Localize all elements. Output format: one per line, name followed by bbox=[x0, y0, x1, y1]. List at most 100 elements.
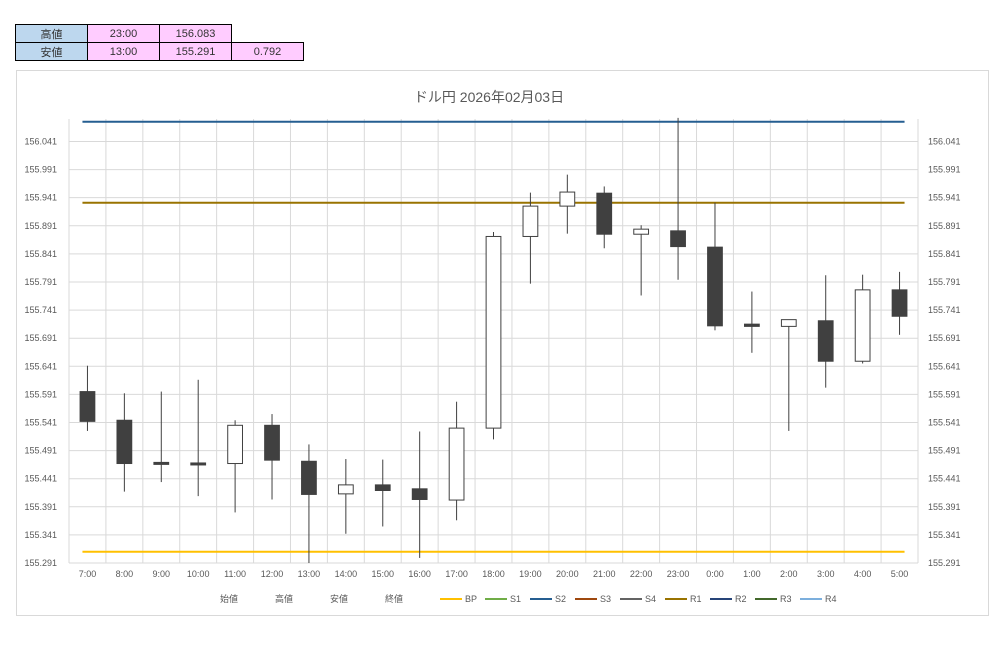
x-tick-label: 11:00 bbox=[224, 569, 246, 579]
range-value: 0.792 bbox=[231, 42, 304, 61]
x-tick-label: 15:00 bbox=[371, 569, 394, 579]
y-tick-label-left: 155.441 bbox=[24, 474, 57, 484]
y-tick-label-left: 155.791 bbox=[24, 277, 57, 287]
y-tick-label-left: 155.641 bbox=[24, 361, 57, 371]
candle-body bbox=[817, 320, 834, 362]
candlestick-chart: ドル円 2026年02月03日 156.041 156.041 155.991 155… bbox=[24, 89, 961, 604]
candle-body bbox=[485, 235, 502, 429]
y-tick-label-right: 155.891 bbox=[928, 221, 961, 231]
candle-body bbox=[411, 488, 428, 500]
legend-label: R2 bbox=[735, 594, 747, 604]
candle-body bbox=[79, 391, 96, 422]
candle-body bbox=[264, 424, 280, 461]
candle-body bbox=[448, 427, 465, 501]
low-label: 安値 bbox=[15, 42, 88, 61]
legend-label: 始値 bbox=[220, 593, 238, 604]
x-tick-label: 18:00 bbox=[482, 569, 505, 579]
legend-label: R3 bbox=[780, 594, 792, 604]
high-value: 156.083 bbox=[159, 24, 232, 43]
candle-body bbox=[522, 205, 539, 237]
chart-area[interactable]: ドル円 2026年02月03日 156.041 156.041 155.991 155… bbox=[16, 70, 989, 616]
candle-body bbox=[374, 484, 391, 491]
high-low-summary: 高値 23:00 156.083 安値 13:00 155.291 0.792 bbox=[15, 24, 304, 61]
y-tick-label-right: 155.991 bbox=[928, 165, 961, 175]
candle-body bbox=[153, 461, 170, 465]
x-tick-label: 9:00 bbox=[153, 569, 171, 579]
x-tick-label: 21:00 bbox=[593, 569, 616, 579]
y-tick-label-right: 155.791 bbox=[928, 277, 961, 287]
low-value: 155.291 bbox=[159, 42, 232, 61]
y-tick-label-right: 155.441 bbox=[928, 474, 961, 484]
legend-label: BP bbox=[465, 594, 477, 604]
y-tick-label-right: 155.291 bbox=[928, 558, 961, 568]
y-tick-label-right: 155.491 bbox=[928, 446, 961, 456]
high-time: 23:00 bbox=[87, 24, 160, 43]
y-tick-label-right: 155.691 bbox=[928, 333, 961, 343]
x-tick-label: 2:00 bbox=[780, 569, 798, 579]
y-tick-label-left: 155.941 bbox=[24, 193, 57, 203]
candle-body bbox=[559, 191, 576, 207]
legend-label: S1 bbox=[510, 594, 521, 604]
y-tick-label-right: 155.841 bbox=[928, 249, 961, 259]
x-tick-label: 8:00 bbox=[116, 569, 134, 579]
legend-label: 終値 bbox=[385, 593, 403, 604]
legend-label: R4 bbox=[825, 594, 837, 604]
y-tick-label-left: 155.491 bbox=[24, 446, 57, 456]
x-tick-label: 7:00 bbox=[79, 569, 97, 579]
x-tick-label: 10:00 bbox=[187, 569, 210, 579]
x-tick-label: 3:00 bbox=[817, 569, 835, 579]
legend-label: S2 bbox=[555, 594, 566, 604]
x-tick-label: 17:00 bbox=[445, 569, 468, 579]
x-tick-label: 5:00 bbox=[891, 569, 909, 579]
candle-body bbox=[301, 460, 317, 495]
x-tick-label: 12:00 bbox=[261, 569, 284, 579]
y-tick-label-left: 156.041 bbox=[24, 136, 57, 146]
legend-label: S4 bbox=[645, 594, 656, 604]
y-tick-label-right: 155.341 bbox=[928, 530, 961, 540]
candle-body bbox=[337, 484, 354, 495]
y-tick-label-left: 155.891 bbox=[24, 221, 57, 231]
y-tick-label-left: 155.591 bbox=[24, 389, 57, 399]
y-tick-label-left: 155.391 bbox=[24, 502, 57, 512]
x-tick-label: 19:00 bbox=[519, 569, 542, 579]
legend-label: S3 bbox=[600, 594, 611, 604]
y-tick-label-left: 155.341 bbox=[24, 530, 57, 540]
chart-title: ドル円 2026年02月03日 bbox=[414, 89, 564, 105]
x-tick-label: 22:00 bbox=[630, 569, 653, 579]
candle-body bbox=[596, 192, 613, 235]
y-tick-label-right: 155.591 bbox=[928, 389, 961, 399]
y-tick-label-left: 155.291 bbox=[24, 558, 57, 568]
x-tick-label: 1:00 bbox=[743, 569, 761, 579]
legend-label: 安値 bbox=[330, 593, 348, 604]
x-tick-label: 16:00 bbox=[408, 569, 431, 579]
x-tick-label: 13:00 bbox=[298, 569, 321, 579]
y-tick-label-left: 155.541 bbox=[24, 417, 57, 427]
y-tick-label-right: 155.541 bbox=[928, 417, 961, 427]
x-tick-label: 0:00 bbox=[706, 569, 724, 579]
y-tick-label-right: 155.641 bbox=[928, 361, 961, 371]
candle-body bbox=[707, 246, 723, 327]
candle-body bbox=[891, 289, 908, 317]
candle-body bbox=[670, 230, 686, 248]
legend-label: 高値 bbox=[275, 593, 293, 604]
y-tick-label-right: 155.741 bbox=[928, 305, 961, 315]
x-tick-label: 14:00 bbox=[335, 569, 358, 579]
y-tick-label-right: 155.391 bbox=[928, 502, 961, 512]
high-label: 高値 bbox=[15, 24, 88, 43]
blank-cell bbox=[232, 25, 304, 43]
x-tick-label: 4:00 bbox=[854, 569, 872, 579]
y-tick-label-left: 155.841 bbox=[24, 249, 57, 259]
candle-body bbox=[744, 323, 760, 327]
candle-body bbox=[780, 319, 797, 327]
candle-body bbox=[227, 424, 243, 465]
y-tick-label-right: 155.941 bbox=[928, 193, 961, 203]
candle-body bbox=[633, 228, 650, 235]
x-tick-label: 20:00 bbox=[556, 569, 579, 579]
x-tick-label: 23:00 bbox=[667, 569, 690, 579]
y-tick-label-right: 156.041 bbox=[928, 136, 961, 146]
legend-label: R1 bbox=[690, 594, 702, 604]
y-tick-label-left: 155.691 bbox=[24, 333, 57, 343]
y-tick-label-left: 155.991 bbox=[24, 165, 57, 175]
candle-body bbox=[854, 289, 871, 362]
candle-body bbox=[116, 419, 133, 465]
